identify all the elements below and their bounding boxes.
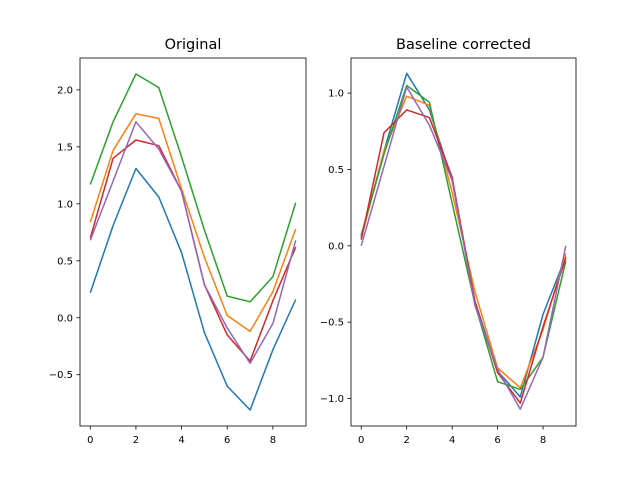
x-tick-label: 0 <box>87 435 93 446</box>
x-tick-label: 6 <box>494 435 500 446</box>
series-line-2 <box>89 73 297 303</box>
x-tick-label: 2 <box>133 435 139 446</box>
x-tick-label: 8 <box>540 435 546 446</box>
y-tick-label: 1.5 <box>57 142 73 153</box>
axes-title: Baseline corrected <box>396 37 531 53</box>
x-tick-label: 2 <box>403 435 409 446</box>
axes-original: Original 0 2 4 6 8 −0.5 0.0 0.5 1.0 1.5 2.0 <box>49 37 307 446</box>
series-line-4 <box>360 86 567 410</box>
x-tick-label: 8 <box>270 435 276 446</box>
y-tick-label: 1.0 <box>57 199 73 210</box>
series-line-1 <box>89 113 297 333</box>
x-tick-label: 4 <box>178 435 184 446</box>
axes-frame <box>79 57 307 427</box>
y-tick-label: 1.0 <box>328 89 344 100</box>
y-tick-label: −1.0 <box>320 394 344 405</box>
axes-title: Original <box>165 37 222 53</box>
series-line-2 <box>360 84 567 391</box>
y-tick-label: 0.5 <box>57 256 73 267</box>
series-line-3 <box>89 139 297 362</box>
x-tick-label: 4 <box>449 435 455 446</box>
axes-frame <box>350 57 577 427</box>
y-tick-label: 0.0 <box>57 313 73 324</box>
series-line-0 <box>89 167 297 411</box>
series-line-4 <box>89 121 297 365</box>
axes-baseline-corrected: Baseline corrected 0 2 4 6 8 −1.0 −0.5 0.0 0.5 1.… <box>320 37 577 446</box>
y-tick-label: −0.5 <box>49 370 73 381</box>
y-tick-label: 0.5 <box>328 165 344 176</box>
x-tick-label: 0 <box>358 435 364 446</box>
y-tick-label: 0.0 <box>328 241 344 252</box>
y-tick-label: 2.0 <box>57 85 73 96</box>
x-tick-label: 6 <box>224 435 230 446</box>
y-tick-label: −0.5 <box>320 318 344 329</box>
